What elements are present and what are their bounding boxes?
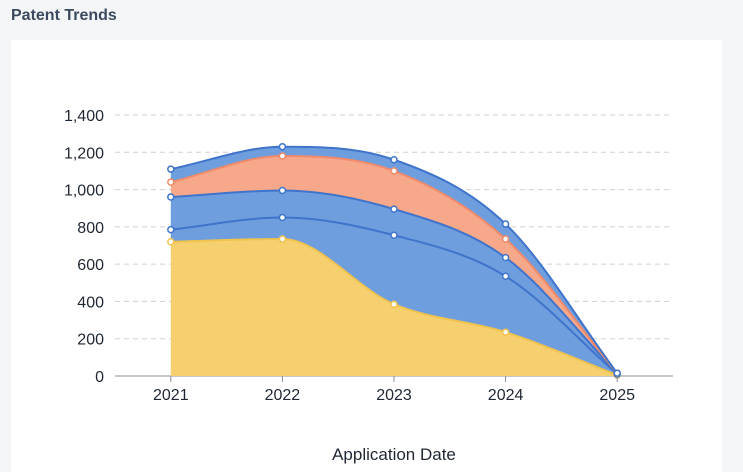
y-axis: 0 200 400 600 800 1,000 1,200 1,400 xyxy=(64,108,104,386)
y-tick-label: 400 xyxy=(77,294,104,311)
data-point xyxy=(614,370,620,376)
data-point xyxy=(503,236,509,242)
y-tick-label: 1,000 xyxy=(64,183,104,200)
series-areas xyxy=(171,147,617,376)
y-tick-label: 1,400 xyxy=(64,108,104,125)
data-point xyxy=(279,188,285,194)
data-point xyxy=(279,215,285,221)
data-point xyxy=(279,153,285,159)
data-point xyxy=(391,301,397,307)
data-point xyxy=(279,236,285,242)
x-tick-label: 2025 xyxy=(599,387,635,404)
y-tick-label: 0 xyxy=(95,369,104,386)
area-chart: 02004006008001,0001,2001,400 20212022202… xyxy=(11,40,722,472)
x-axis-title: Application Date xyxy=(332,445,456,464)
data-point xyxy=(168,227,174,233)
x-axis: 2021 2022 2023 2024 2025 xyxy=(153,376,635,404)
data-point xyxy=(279,144,285,150)
x-tick-label: 2022 xyxy=(265,387,301,404)
data-point xyxy=(503,221,509,227)
data-point xyxy=(168,166,174,172)
data-point xyxy=(391,232,397,238)
data-point xyxy=(168,179,174,185)
data-point xyxy=(168,239,174,245)
y-tick-label: 800 xyxy=(77,220,104,237)
data-point xyxy=(391,168,397,174)
data-point xyxy=(168,194,174,200)
data-point xyxy=(391,157,397,163)
data-point xyxy=(503,273,509,279)
data-point xyxy=(503,329,509,335)
y-tick-label: 200 xyxy=(77,332,104,349)
x-tick-label: 2024 xyxy=(488,387,524,404)
x-tick-label: 2023 xyxy=(376,387,412,404)
y-tick-label: 600 xyxy=(77,257,104,274)
page-title: Patent Trends xyxy=(11,7,117,25)
y-tick-label: 1,200 xyxy=(64,145,104,162)
data-point xyxy=(503,255,509,261)
x-tick-label: 2021 xyxy=(153,387,189,404)
data-point xyxy=(391,206,397,212)
chart-card: 02004006008001,0001,2001,400 20212022202… xyxy=(11,40,722,472)
